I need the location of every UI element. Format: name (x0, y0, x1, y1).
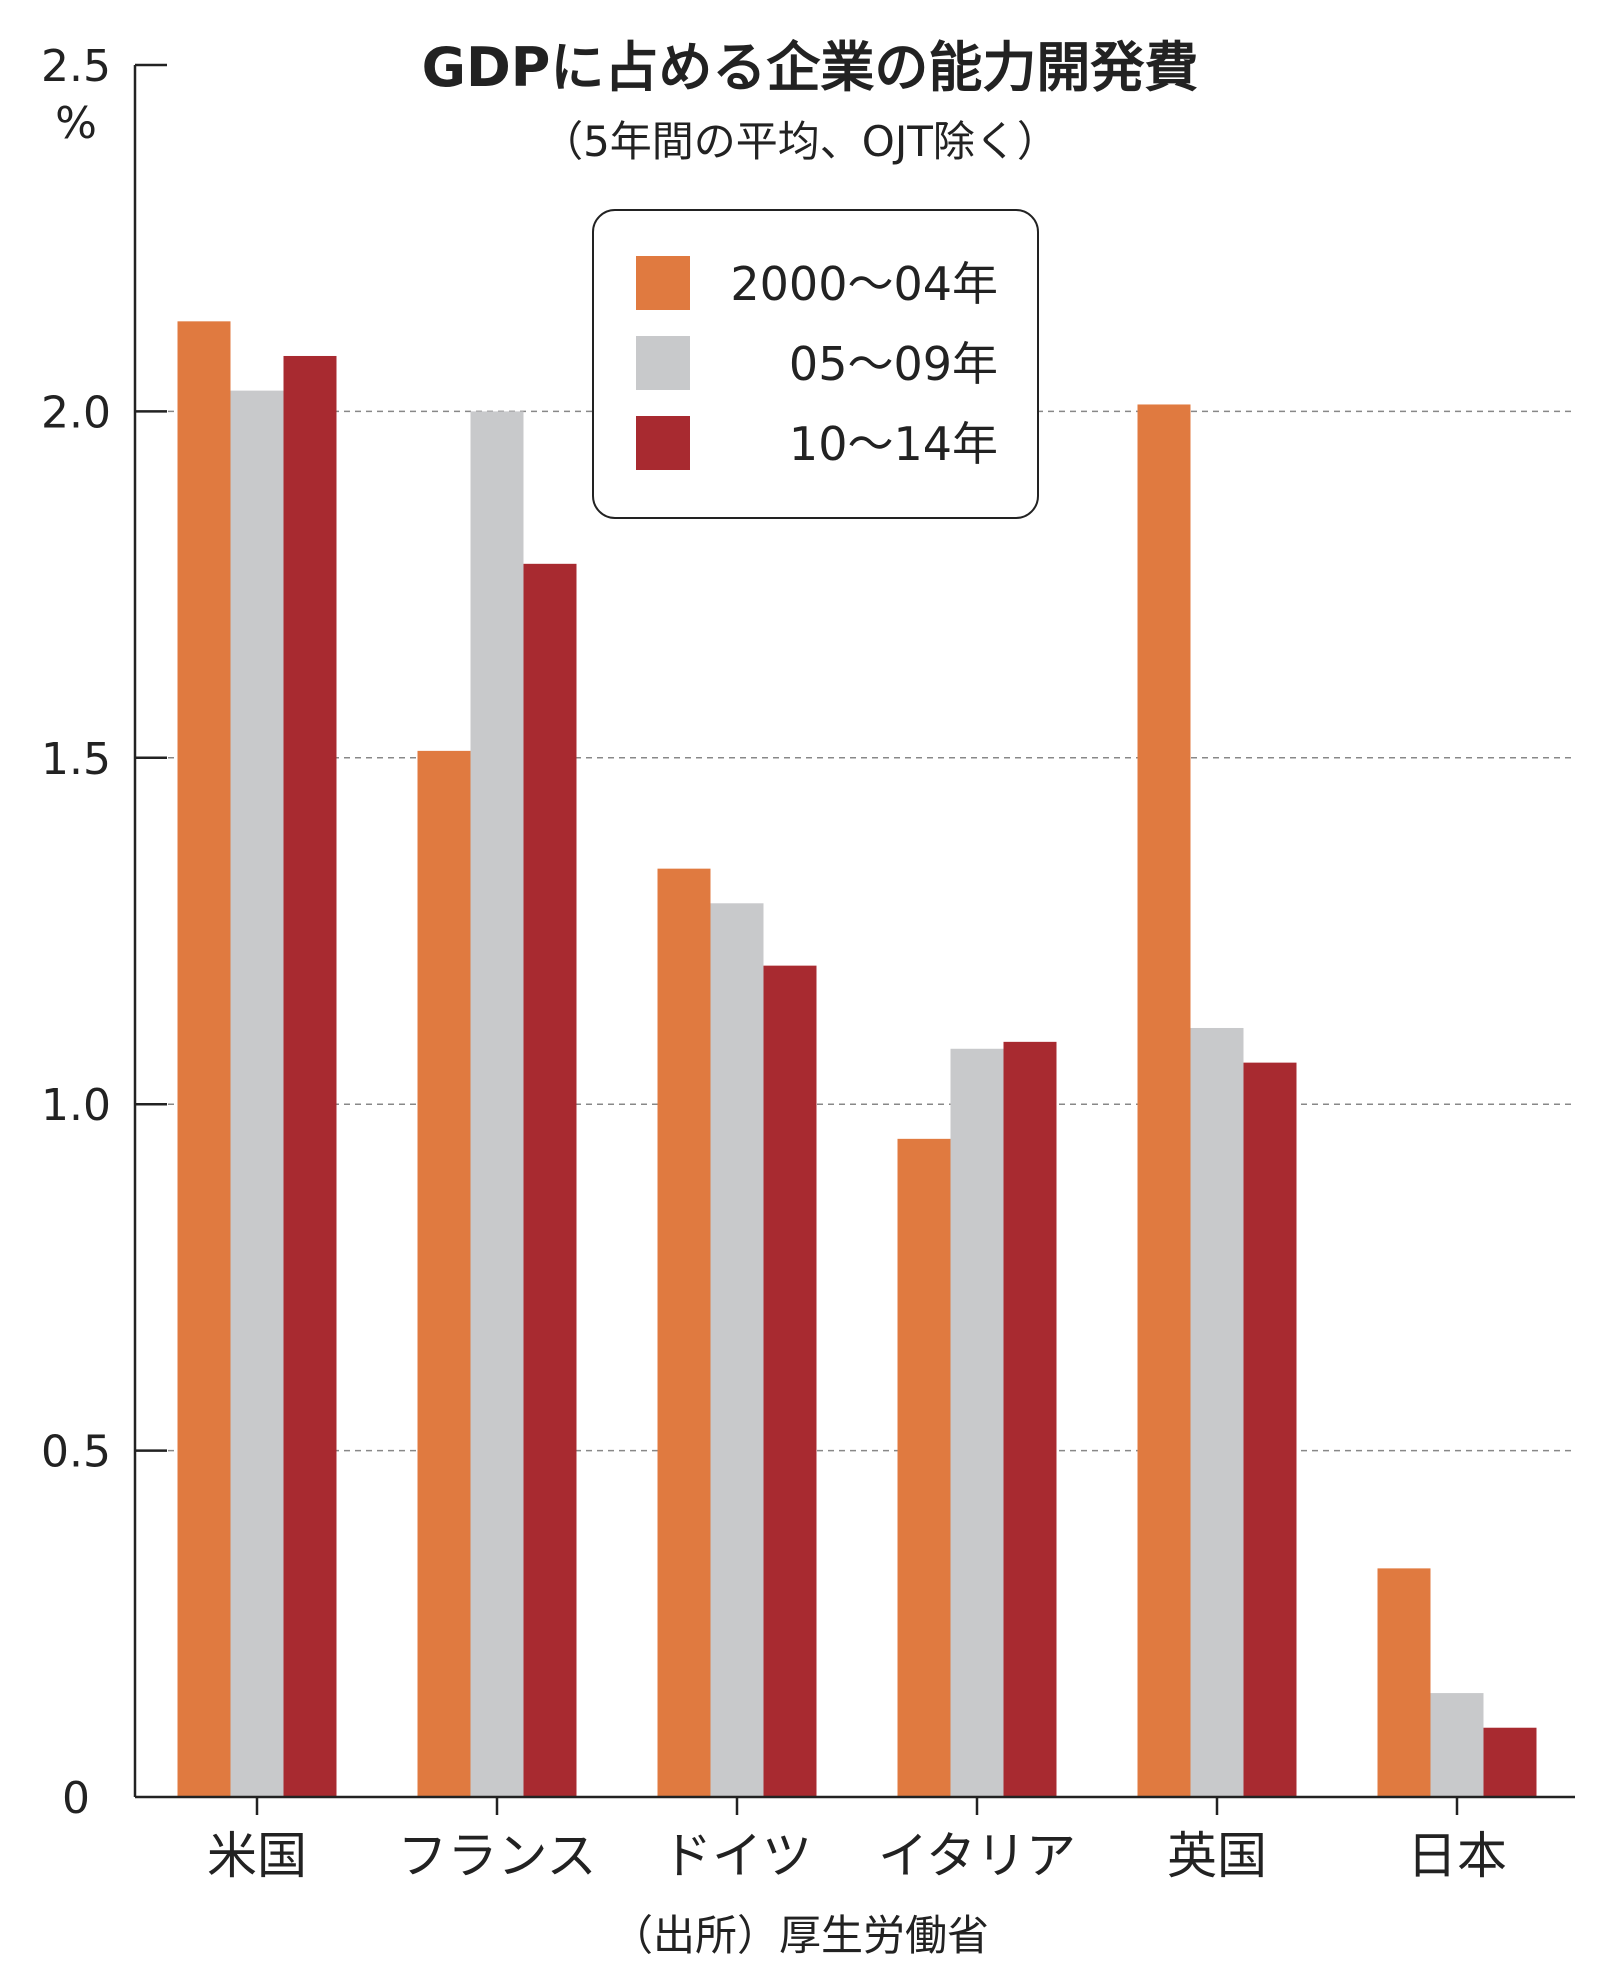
chart-title: GDPに占める企業の能力開発費 (422, 36, 1199, 99)
legend-label: 2000〜04年 (730, 257, 998, 311)
y-tick-label: 0 (62, 1773, 90, 1824)
x-tick-label: ドイツ (662, 1827, 812, 1885)
bar (1243, 1062, 1297, 1797)
y-tick-label: 2.5 (41, 41, 111, 92)
x-ticks: 米国 フランス ドイツ イタリア 英国 日本 (207, 1797, 1507, 1885)
y-tick-label: 1.5 (41, 734, 111, 785)
source-note: （出所）厚生労働省 (611, 1911, 989, 1960)
y-tick-label: 2.0 (41, 387, 111, 438)
x-tick-label: 英国 (1167, 1827, 1267, 1885)
legend-box (592, 209, 1039, 519)
bar (523, 563, 577, 1798)
bar (657, 868, 711, 1797)
legend-swatch (636, 256, 690, 310)
legend-label: 10〜14年 (789, 417, 998, 471)
grid-lines (135, 410, 1575, 1452)
bar (177, 321, 231, 1798)
bar (283, 355, 337, 1797)
legend-swatch (636, 336, 690, 390)
bar (897, 1138, 951, 1797)
x-tick-label: 日本 (1407, 1827, 1507, 1885)
bar (470, 411, 524, 1797)
axes (133, 65, 1575, 1799)
bar (1190, 1027, 1244, 1797)
bar (417, 750, 471, 1797)
y-unit-label: % (55, 98, 97, 149)
bars (177, 321, 1537, 1798)
x-tick-label: イタリア (878, 1827, 1076, 1885)
bar (950, 1048, 1004, 1797)
x-tick-label: フランス (398, 1827, 597, 1885)
y-ticks: 0 0.5 1.0 1.5 2.0 2.5 (41, 41, 167, 1824)
bar (1377, 1568, 1431, 1797)
bar (230, 390, 284, 1798)
legend-swatch (636, 416, 690, 470)
legend: 2000〜04年 05〜09年 10〜14年 (592, 209, 1039, 519)
chart-subtitle: （5年間の平均、OJT除く） (541, 117, 1059, 166)
bar (1430, 1693, 1484, 1797)
y-tick-label: 0.5 (41, 1427, 111, 1478)
bar (1003, 1041, 1057, 1797)
legend-label: 05〜09年 (789, 337, 998, 391)
bar (763, 965, 817, 1797)
bar (1137, 404, 1191, 1798)
x-tick-label: 米国 (207, 1827, 307, 1885)
bar (1483, 1727, 1537, 1797)
bar (710, 903, 764, 1797)
y-tick-label: 1.0 (41, 1080, 111, 1131)
